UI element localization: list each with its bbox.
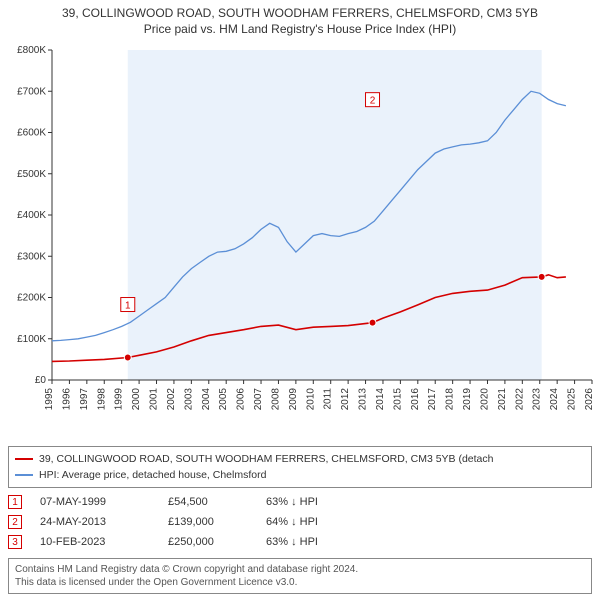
svg-text:2017: 2017	[427, 388, 438, 411]
svg-text:£300K: £300K	[17, 251, 46, 262]
svg-text:2000: 2000	[131, 388, 142, 411]
svg-text:2021: 2021	[497, 388, 508, 411]
svg-text:2014: 2014	[375, 388, 386, 411]
footer-line: Contains HM Land Registry data © Crown c…	[15, 563, 585, 576]
svg-text:2005: 2005	[218, 388, 229, 411]
svg-text:1: 1	[125, 301, 131, 312]
event-price: £139,000	[168, 516, 248, 528]
svg-text:£500K: £500K	[17, 169, 46, 180]
legend-swatch	[15, 458, 33, 460]
legend-swatch	[15, 474, 33, 476]
event-pct: 63% ↓ HPI	[266, 536, 318, 548]
legend-label: HPI: Average price, detached house, Chel…	[39, 469, 266, 481]
svg-text:2002: 2002	[166, 388, 177, 411]
legend-item: HPI: Average price, detached house, Chel…	[15, 467, 585, 483]
svg-text:£0: £0	[35, 375, 47, 386]
svg-text:2015: 2015	[392, 388, 403, 411]
svg-text:2013: 2013	[358, 388, 369, 411]
svg-text:1997: 1997	[79, 388, 90, 411]
footer-line: This data is licensed under the Open Gov…	[15, 576, 585, 589]
event-row: 1 07-MAY-1999 £54,500 63% ↓ HPI	[8, 492, 592, 512]
event-list: 1 07-MAY-1999 £54,500 63% ↓ HPI 2 24-MAY…	[8, 492, 592, 552]
event-pct: 63% ↓ HPI	[266, 496, 318, 508]
svg-text:2026: 2026	[584, 388, 595, 411]
attribution-footer: Contains HM Land Registry data © Crown c…	[8, 558, 592, 594]
event-price: £250,000	[168, 536, 248, 548]
svg-text:1996: 1996	[61, 388, 72, 411]
svg-text:2012: 2012	[340, 388, 351, 411]
svg-text:2001: 2001	[149, 388, 160, 411]
chart-title-line1: 39, COLLINGWOOD ROAD, SOUTH WOODHAM FERR…	[8, 6, 592, 20]
svg-text:2003: 2003	[183, 388, 194, 411]
legend-item: 39, COLLINGWOOD ROAD, SOUTH WOODHAM FERR…	[15, 451, 585, 467]
svg-text:2007: 2007	[253, 388, 264, 411]
svg-text:2019: 2019	[462, 388, 473, 411]
svg-text:2004: 2004	[201, 388, 212, 411]
svg-text:1998: 1998	[96, 388, 107, 411]
svg-text:2016: 2016	[410, 388, 421, 411]
svg-text:2: 2	[370, 96, 376, 107]
svg-text:2011: 2011	[323, 388, 334, 410]
event-date: 24-MAY-2013	[40, 516, 150, 528]
event-price: £54,500	[168, 496, 248, 508]
event-row: 3 10-FEB-2023 £250,000 63% ↓ HPI	[8, 532, 592, 552]
svg-text:£800K: £800K	[17, 45, 46, 56]
event-pct: 64% ↓ HPI	[266, 516, 318, 528]
chart-title-line2: Price paid vs. HM Land Registry's House …	[8, 22, 592, 36]
price-chart: £0 £100K £200K £300K £400K £500K £600K £700K £80…	[0, 40, 600, 440]
svg-text:2023: 2023	[532, 388, 543, 411]
svg-text:2025: 2025	[567, 388, 578, 411]
svg-text:1999: 1999	[114, 388, 125, 411]
svg-text:2010: 2010	[305, 388, 316, 411]
event-row: 2 24-MAY-2013 £139,000 64% ↓ HPI	[8, 512, 592, 532]
svg-text:£400K: £400K	[17, 210, 46, 221]
svg-text:2009: 2009	[288, 388, 299, 411]
chart-container: £0 £100K £200K £300K £400K £500K £600K £700K £80…	[0, 40, 600, 440]
legend: 39, COLLINGWOOD ROAD, SOUTH WOODHAM FERR…	[8, 446, 592, 488]
svg-text:2022: 2022	[514, 388, 525, 411]
svg-text:2008: 2008	[270, 388, 281, 411]
svg-text:1995: 1995	[44, 388, 55, 411]
svg-text:£200K: £200K	[17, 293, 46, 304]
chart-title-block: 39, COLLINGWOOD ROAD, SOUTH WOODHAM FERR…	[0, 0, 600, 40]
event-date: 10-FEB-2023	[40, 536, 150, 548]
svg-text:2020: 2020	[479, 388, 490, 411]
event-marker-icon: 1	[8, 495, 22, 509]
legend-label: 39, COLLINGWOOD ROAD, SOUTH WOODHAM FERR…	[39, 453, 494, 465]
event-marker-icon: 2	[8, 515, 22, 529]
event-date: 07-MAY-1999	[40, 496, 150, 508]
svg-text:2018: 2018	[445, 388, 456, 411]
svg-text:£100K: £100K	[17, 334, 46, 345]
event-marker-icon: 3	[8, 535, 22, 549]
svg-text:2006: 2006	[236, 388, 247, 411]
svg-text:£600K: £600K	[17, 128, 46, 139]
svg-text:£700K: £700K	[17, 86, 46, 97]
svg-text:2024: 2024	[549, 388, 560, 411]
